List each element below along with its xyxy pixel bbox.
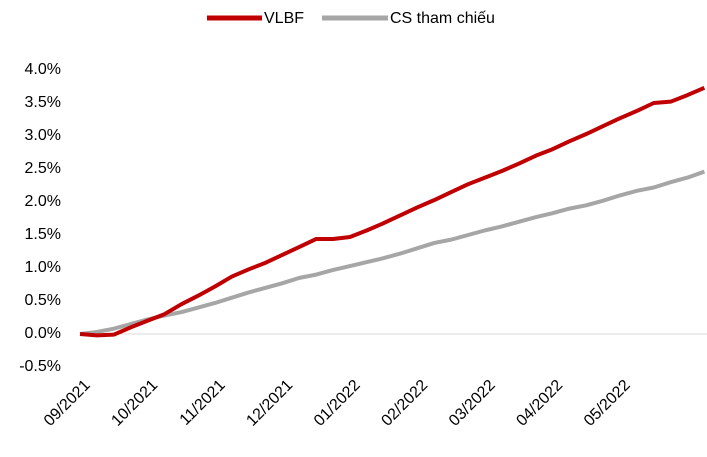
y-tick-label: 2.5% — [25, 160, 61, 177]
y-tick-label: 3.5% — [25, 94, 61, 111]
x-tick-label: 12/2021 — [243, 377, 296, 430]
line-series — [79, 85, 706, 338]
y-tick-label: 4.0% — [25, 61, 61, 78]
x-tick-label: 05/2022 — [581, 377, 634, 430]
legend-label: VLBF — [264, 10, 304, 27]
y-tick-label: 0.0% — [25, 325, 61, 342]
x-tick-label: 02/2022 — [378, 377, 431, 430]
y-tick-label: 3.0% — [25, 127, 61, 144]
y-tick-label: 2.0% — [25, 193, 61, 210]
x-tick-label: 01/2022 — [311, 377, 364, 430]
x-tick-label: 11/2021 — [177, 377, 229, 429]
x-tick-label: 04/2022 — [513, 377, 566, 430]
y-tick-label: 1.5% — [25, 226, 61, 243]
y-tick-label: 0.5% — [25, 292, 61, 309]
x-tick-label: 03/2022 — [446, 377, 499, 430]
y-tick-label: -0.5% — [19, 358, 61, 375]
x-tick-label: 10/2021 — [108, 377, 161, 430]
x-tick-label: 09/2021 — [41, 377, 94, 430]
y-tick-label: 1.0% — [25, 259, 61, 276]
legend-label: CS tham chiếu — [390, 10, 495, 27]
line-series — [79, 169, 706, 336]
